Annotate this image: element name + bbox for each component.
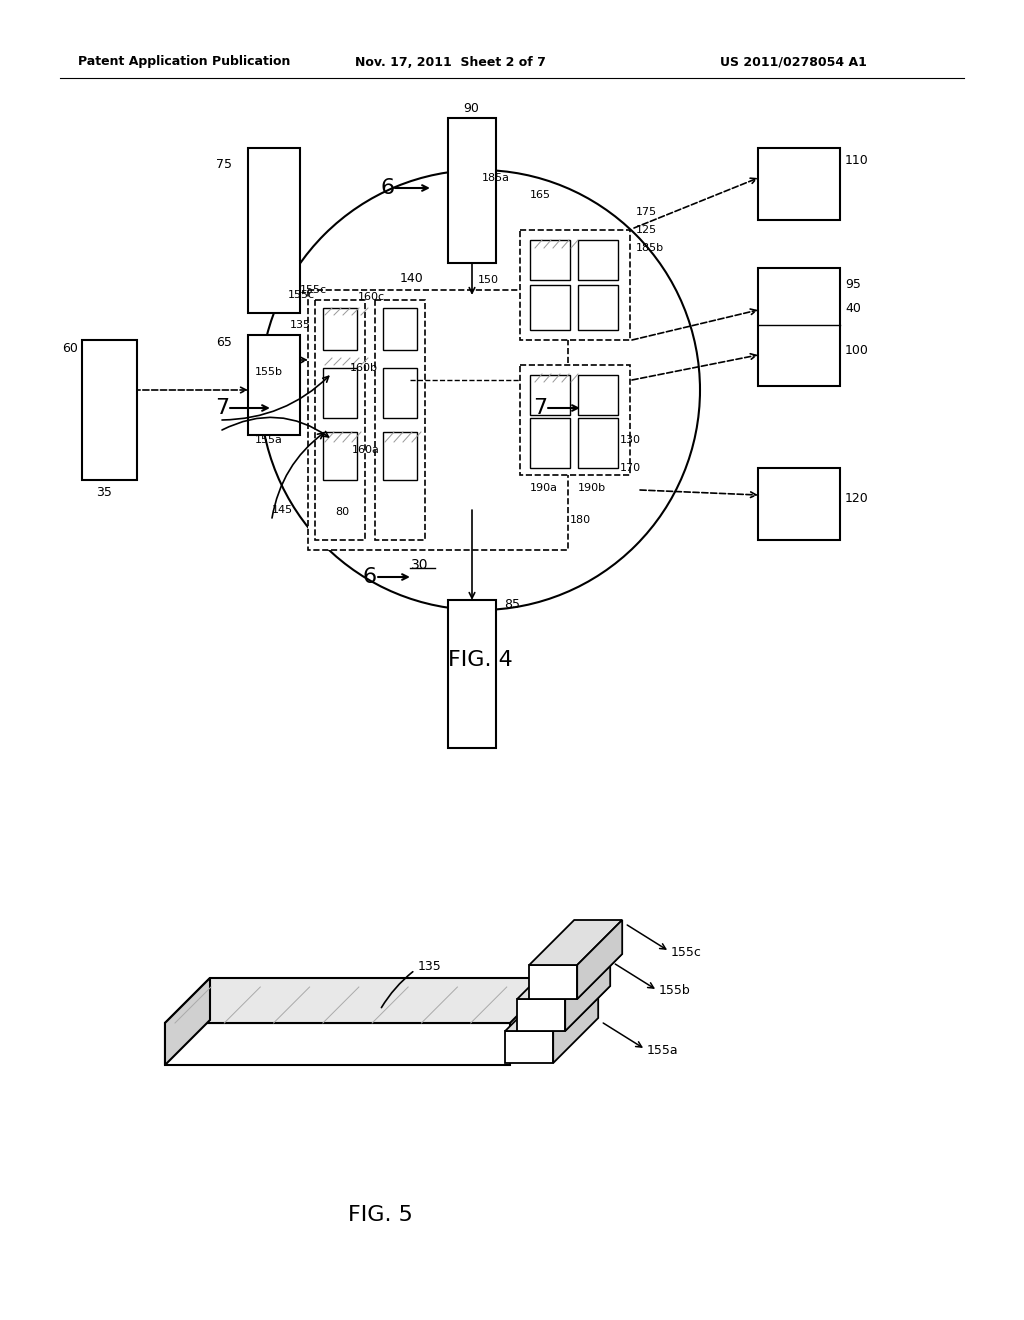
- Text: 35: 35: [96, 486, 112, 499]
- Polygon shape: [505, 986, 598, 1031]
- Bar: [530, 418, 570, 469]
- Polygon shape: [565, 954, 610, 1031]
- Bar: [530, 285, 570, 330]
- Text: 160b: 160b: [350, 363, 378, 374]
- Polygon shape: [165, 978, 210, 1065]
- Text: 160c: 160c: [358, 292, 385, 302]
- Polygon shape: [517, 954, 610, 999]
- Text: 190b: 190b: [578, 483, 606, 492]
- Text: 190a: 190a: [530, 483, 558, 492]
- Polygon shape: [165, 1023, 510, 1065]
- Bar: [323, 308, 357, 350]
- Text: 135: 135: [418, 960, 441, 973]
- Bar: [578, 240, 618, 280]
- Text: 120: 120: [845, 491, 868, 504]
- Text: 100: 100: [845, 343, 869, 356]
- Polygon shape: [517, 999, 565, 1031]
- Text: 7: 7: [215, 399, 229, 418]
- Text: 90: 90: [463, 102, 479, 115]
- Text: 140: 140: [400, 272, 424, 285]
- Text: 7: 7: [532, 399, 547, 418]
- Text: 155c: 155c: [300, 285, 327, 294]
- Text: 6: 6: [362, 568, 377, 587]
- Text: 150: 150: [478, 275, 499, 285]
- Bar: [530, 240, 570, 280]
- Text: 155b: 155b: [255, 367, 283, 378]
- Text: 130: 130: [620, 436, 641, 445]
- Text: 95: 95: [845, 279, 861, 292]
- Polygon shape: [529, 965, 578, 999]
- Bar: [383, 432, 417, 480]
- Text: 185b: 185b: [636, 243, 665, 253]
- Text: Patent Application Publication: Patent Application Publication: [78, 55, 291, 69]
- Bar: [383, 368, 417, 418]
- Text: 85: 85: [504, 598, 520, 611]
- Bar: [323, 432, 357, 480]
- Polygon shape: [165, 978, 555, 1023]
- Text: FIG. 4: FIG. 4: [447, 649, 512, 671]
- Bar: [308, 290, 568, 550]
- Text: 155c: 155c: [288, 290, 315, 300]
- Text: 6: 6: [381, 178, 395, 198]
- Bar: [248, 148, 300, 313]
- Polygon shape: [529, 920, 623, 965]
- Bar: [82, 341, 137, 480]
- Text: 60: 60: [62, 342, 78, 355]
- Text: 80: 80: [335, 507, 349, 517]
- Bar: [578, 285, 618, 330]
- Bar: [449, 601, 496, 748]
- Text: 175: 175: [636, 207, 657, 216]
- Bar: [375, 300, 425, 540]
- Text: US 2011/0278054 A1: US 2011/0278054 A1: [720, 55, 867, 69]
- Text: 165: 165: [530, 190, 551, 201]
- Text: 155a: 155a: [646, 1044, 678, 1056]
- Text: 135: 135: [290, 319, 311, 330]
- Bar: [315, 300, 365, 540]
- Bar: [520, 230, 630, 341]
- Text: 170: 170: [620, 463, 641, 473]
- Text: 110: 110: [845, 153, 868, 166]
- Polygon shape: [553, 986, 598, 1063]
- Bar: [383, 308, 417, 350]
- Text: 185a: 185a: [482, 173, 510, 183]
- Bar: [758, 268, 840, 385]
- Text: 155c: 155c: [670, 945, 701, 958]
- Text: FIG. 5: FIG. 5: [347, 1205, 413, 1225]
- Bar: [578, 375, 618, 414]
- Bar: [248, 335, 300, 436]
- Text: 155b: 155b: [658, 985, 690, 998]
- Polygon shape: [578, 920, 623, 999]
- Bar: [758, 469, 840, 540]
- Polygon shape: [529, 954, 623, 999]
- Bar: [520, 366, 630, 475]
- Text: 75: 75: [216, 158, 232, 172]
- Bar: [323, 368, 357, 418]
- Bar: [530, 375, 570, 414]
- Text: 125: 125: [636, 224, 657, 235]
- Text: Nov. 17, 2011  Sheet 2 of 7: Nov. 17, 2011 Sheet 2 of 7: [355, 55, 546, 69]
- Bar: [449, 117, 496, 263]
- Text: 65: 65: [216, 335, 231, 348]
- Polygon shape: [517, 986, 610, 1031]
- Text: 180: 180: [570, 515, 591, 525]
- Bar: [578, 418, 618, 469]
- Text: 145: 145: [272, 506, 293, 515]
- Text: 155a: 155a: [255, 436, 283, 445]
- Text: 40: 40: [845, 301, 861, 314]
- Text: 30: 30: [412, 558, 429, 572]
- Text: 160a: 160a: [352, 445, 380, 455]
- Polygon shape: [505, 1031, 553, 1063]
- Bar: [758, 148, 840, 220]
